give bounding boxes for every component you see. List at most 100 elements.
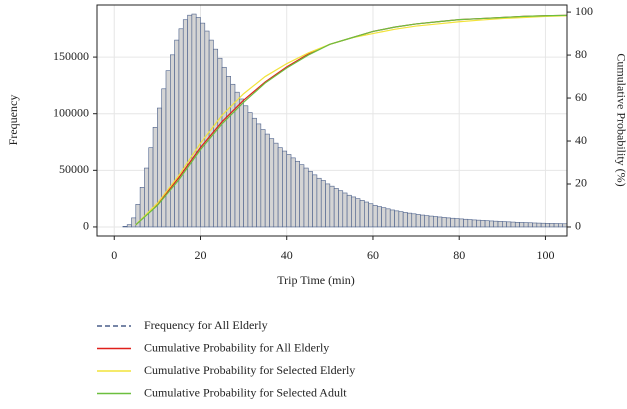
legend-label: Frequency for All Elderly xyxy=(144,318,268,332)
bar xyxy=(346,194,352,228)
x-tick-label: 80 xyxy=(453,248,465,262)
bar xyxy=(277,147,283,228)
x-tick-label: 40 xyxy=(281,248,293,262)
bar xyxy=(454,218,460,228)
bar xyxy=(182,19,188,228)
bar xyxy=(273,142,279,228)
bar xyxy=(191,13,197,228)
bar xyxy=(545,223,551,228)
bar xyxy=(195,17,201,228)
bar xyxy=(217,57,223,228)
bar xyxy=(204,30,210,228)
bar xyxy=(152,126,158,228)
bar xyxy=(178,28,184,228)
bar xyxy=(165,70,171,228)
bar xyxy=(398,211,404,228)
legend-label: Cumulative Probability for Selected Adul… xyxy=(144,385,347,399)
bar xyxy=(286,154,292,228)
bar xyxy=(480,220,486,228)
y-tick-label: 100000 xyxy=(53,105,89,119)
bar xyxy=(157,107,162,228)
bar xyxy=(126,224,132,228)
bar xyxy=(532,222,538,228)
bar xyxy=(497,221,503,228)
bar xyxy=(264,133,270,228)
x-tick-label: 20 xyxy=(194,248,206,262)
bar xyxy=(527,222,533,228)
bar xyxy=(307,171,313,228)
bar xyxy=(161,88,167,228)
bar xyxy=(312,174,318,228)
bar xyxy=(122,226,128,228)
bar xyxy=(489,220,494,228)
bar xyxy=(333,188,339,228)
bar xyxy=(467,219,473,228)
bar xyxy=(540,222,546,228)
x-axis-label: Trip Time (min) xyxy=(277,273,355,287)
y-axis-label: Frequency xyxy=(6,95,20,146)
bar xyxy=(226,76,231,228)
bar xyxy=(394,210,400,228)
bar xyxy=(407,212,413,228)
bar xyxy=(320,180,326,228)
bar xyxy=(450,217,456,228)
y2-tick-label: 80 xyxy=(575,47,587,61)
bar xyxy=(372,205,378,228)
bar xyxy=(299,164,305,228)
bar xyxy=(234,91,240,228)
bar xyxy=(170,54,175,228)
bar xyxy=(251,117,257,228)
bar xyxy=(238,98,244,228)
bar xyxy=(411,213,417,228)
bar xyxy=(428,215,434,228)
bar xyxy=(514,221,520,228)
x-tick-label: 0 xyxy=(111,248,117,262)
bar xyxy=(536,222,542,228)
bar xyxy=(295,160,300,228)
plot-frame xyxy=(96,4,568,237)
bar xyxy=(424,215,430,228)
y-tick-label: 50000 xyxy=(59,162,89,176)
legend-label: Cumulative Probability for Selected Elde… xyxy=(144,363,355,377)
bar xyxy=(502,221,507,228)
bar xyxy=(342,192,348,228)
bar xyxy=(506,221,512,228)
bar xyxy=(441,217,447,228)
bar xyxy=(174,39,180,228)
bar xyxy=(433,216,438,228)
bar xyxy=(316,177,322,228)
y2-tick-label: 40 xyxy=(575,133,587,147)
bar xyxy=(200,22,206,228)
bar xyxy=(359,200,365,228)
y2-axis-label: Cumulative Probability (%) xyxy=(614,53,627,186)
bar xyxy=(437,216,443,228)
bar xyxy=(256,123,262,228)
y2-tick-label: 60 xyxy=(575,90,587,104)
bar xyxy=(187,14,193,228)
bar xyxy=(329,185,335,228)
bar xyxy=(131,217,137,228)
bar xyxy=(523,222,529,228)
legend-label: Cumulative Probability for All Elderly xyxy=(144,340,329,354)
bar xyxy=(368,203,374,228)
bar xyxy=(376,206,382,228)
bar xyxy=(269,138,275,228)
bar xyxy=(144,167,150,228)
x-tick-label: 100 xyxy=(536,248,554,262)
cumulative-line xyxy=(135,14,568,226)
bar xyxy=(355,198,361,228)
bar xyxy=(213,48,219,228)
bar xyxy=(484,220,490,228)
bar xyxy=(290,157,296,228)
bar xyxy=(385,208,391,228)
bar xyxy=(445,217,451,228)
bar xyxy=(282,150,288,228)
y2-tick-label: 20 xyxy=(575,176,587,190)
bar xyxy=(562,223,568,228)
bar xyxy=(510,221,516,228)
bar xyxy=(351,196,357,228)
bar xyxy=(415,214,421,228)
bar xyxy=(549,223,555,228)
bar xyxy=(493,220,499,228)
